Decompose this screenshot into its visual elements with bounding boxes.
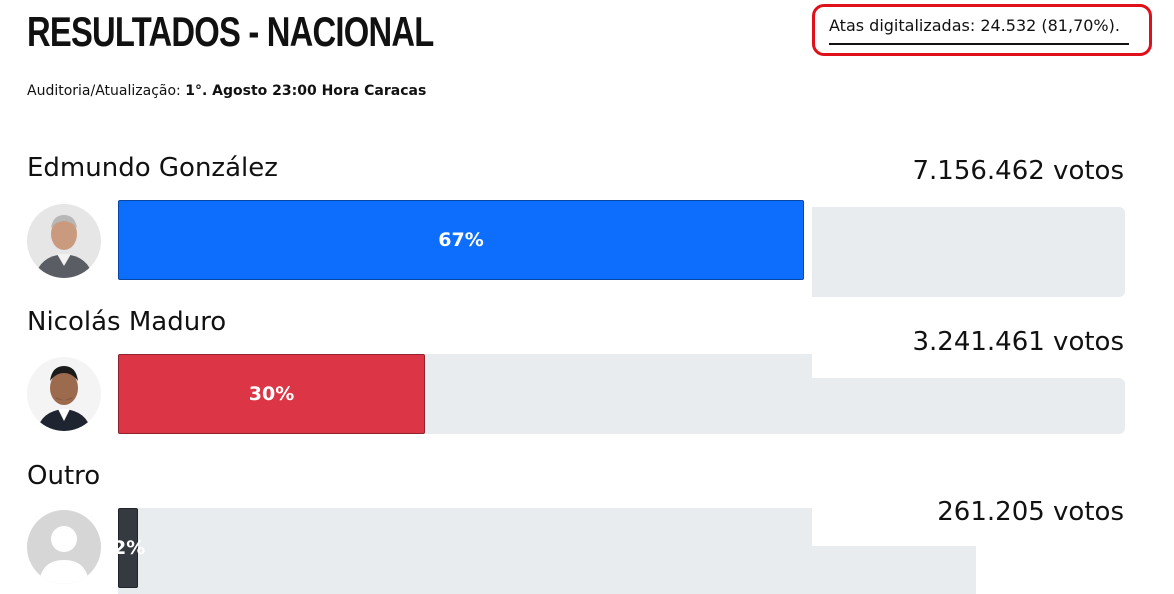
progress-track-extension: [812, 378, 1125, 434]
progress-track-extension: [812, 207, 1125, 297]
percent-label: 2%: [113, 537, 146, 559]
default-user-icon: [27, 510, 101, 584]
candidate-avatar: [27, 357, 101, 431]
percent-label: 30%: [248, 383, 295, 405]
person-photo-icon: [27, 357, 101, 431]
audit-label: Auditoria/Atualização:: [27, 83, 181, 99]
candidate-avatar: [27, 510, 101, 584]
atas-underline: [829, 43, 1129, 45]
candidate-name: Outro: [27, 461, 101, 491]
progress-track-extension: [812, 546, 976, 594]
progress-bar-fill: 67%: [118, 200, 804, 280]
progress-bar-fill: 2%: [113, 508, 145, 588]
candidate-votes: 7.156.462 votos: [912, 156, 1124, 186]
candidate-votes: 261.205 votos: [937, 497, 1124, 527]
atas-digitalizadas-text: Atas digitalizadas: 24.532 (81,70%).: [829, 16, 1120, 35]
progress-track: [118, 508, 812, 594]
page-title: RESULTADOS - NACIONAL: [27, 8, 434, 55]
candidate-name: Edmundo González: [27, 153, 278, 183]
progress-bar-fill: 30%: [118, 354, 425, 434]
audit-line: Auditoria/Atualização: 1°. Agosto 23:00 …: [27, 83, 426, 99]
person-photo-icon: [27, 204, 101, 278]
audit-value: 1°. Agosto 23:00 Hora Caracas: [185, 83, 427, 99]
percent-label: 67%: [438, 229, 484, 251]
atas-highlight-box: Atas digitalizadas: 24.532 (81,70%).: [812, 4, 1152, 56]
candidate-name: Nicolás Maduro: [27, 307, 227, 337]
candidate-votes: 3.241.461 votos: [912, 327, 1124, 357]
candidate-avatar: [27, 204, 101, 278]
